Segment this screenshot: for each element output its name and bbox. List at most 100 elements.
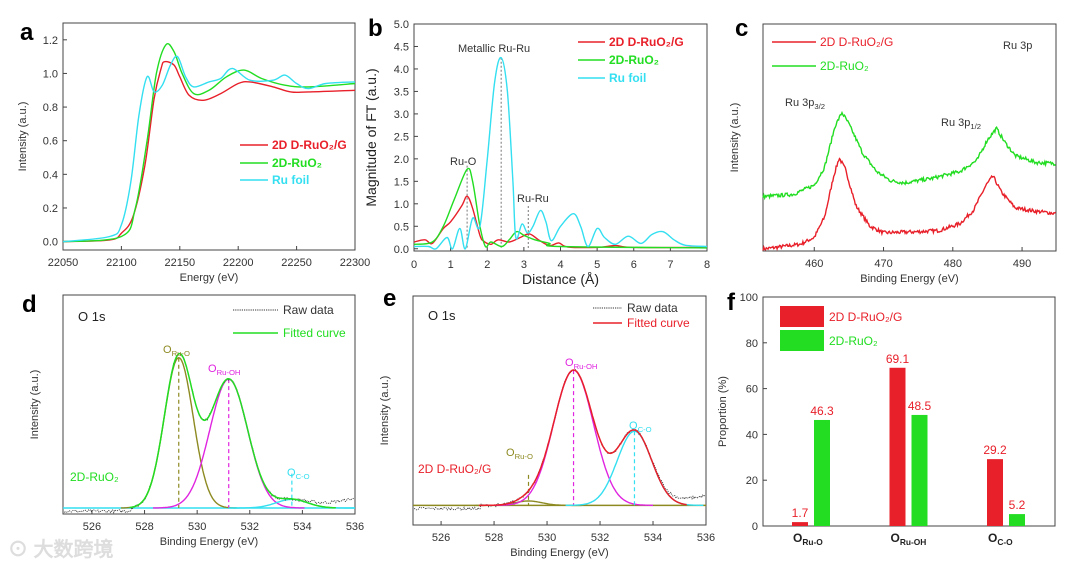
y-axis-label: Magnitude of FT (a.u.)	[363, 68, 379, 206]
fitted-curve-line	[129, 352, 336, 509]
legend-label: Raw data	[283, 303, 334, 317]
y-tick-label: 2.0	[394, 154, 409, 166]
x-tick-label: 530	[538, 532, 556, 544]
x-tick-label: 526	[432, 532, 450, 544]
legend-label: Fitted curve	[283, 326, 346, 340]
x-tick-label: 536	[697, 532, 715, 544]
panel-c: c 460 470 480 490 Binding Energy (eV) Intensit…	[729, 15, 1057, 285]
sample-label: 2D-RuO₂	[70, 470, 119, 484]
panel-letter: e	[383, 285, 396, 312]
y-tick-label: 0.8	[43, 102, 58, 114]
bar-value-label: 29.2	[983, 443, 1007, 457]
y-tick-label: 1.5	[394, 176, 409, 188]
x-tick-label: 528	[135, 521, 153, 533]
legend-label: 2D-RuO₂	[272, 156, 322, 170]
panel-d: d 526 528 530 532 534 536 Binding Energy (eV) In…	[22, 291, 364, 548]
bar-value-label: 46.3	[810, 404, 834, 418]
legend-label: 2D D-RuO₂/G	[829, 310, 902, 324]
bar-value-label: 48.5	[908, 399, 932, 413]
peak-annotation: Ru-O	[450, 156, 477, 168]
y-tick-label: 3.5	[394, 86, 409, 98]
bar-value-label: 1.7	[792, 506, 809, 520]
x-tick-label: 8	[704, 259, 710, 271]
panel-title: O 1s	[428, 308, 456, 323]
peak-annotation: Ru 3p3/2	[785, 97, 825, 111]
x-tick-label: 526	[83, 521, 101, 533]
bar	[814, 419, 830, 526]
panel-f: f 0 20 40 60 80 100 Proportion (%) 1.7 46.3 ORu-O 6…	[717, 289, 1056, 547]
series-line-2d-d-ruo-g	[413, 195, 708, 249]
x-tick-label: 532	[591, 532, 609, 544]
peak-annotation: Metallic Ru-Ru	[458, 43, 530, 55]
y-axis-label: Intensity (a.u.)	[379, 376, 391, 446]
sample-label: 2D D-RuO₂/G	[418, 462, 491, 476]
x-tick-label: 536	[346, 521, 364, 533]
y-axis-label: Intensity (a.u.)	[729, 103, 741, 173]
x-tick-label: 490	[1013, 258, 1031, 270]
component-label: OC-O	[629, 420, 652, 434]
x-tick-label: 7	[667, 259, 673, 271]
y-tick-label: 0.0	[43, 237, 58, 249]
legend-label: Ru foil	[272, 173, 309, 187]
y-tick-label: 20	[746, 475, 758, 487]
peak-annotation: Ru 3p1/2	[941, 117, 981, 131]
y-axis-label: Intensity (a.u.)	[29, 370, 41, 440]
plot-frame	[762, 23, 1057, 252]
x-tick-label: 22200	[223, 257, 254, 269]
y-tick-label: 4.5	[394, 41, 409, 53]
panel-a: a 22050 22100 22150 22200 22250 22300 0.0 0.2 0.4…	[17, 19, 370, 284]
legend-label: 2D D-RuO₂/G	[272, 138, 347, 152]
x-tick-label: 528	[485, 532, 503, 544]
series-line-ru-foil	[62, 55, 356, 243]
y-tick-label: 0.5	[394, 221, 409, 233]
bar-value-label: 69.1	[886, 352, 910, 366]
legend-label: 2D-RuO₂	[609, 53, 659, 67]
y-tick-label: 1.0	[394, 199, 409, 211]
panel-letter: c	[735, 15, 748, 42]
legend-label: Raw data	[627, 301, 678, 315]
bar	[987, 459, 1003, 526]
y-tick-label: 5.0	[394, 19, 409, 31]
x-tick-label: 532	[241, 521, 259, 533]
panel-e: e 526 528 530 532 534 536 Binding Energy (eV) In…	[379, 285, 715, 559]
plot-frame	[762, 296, 1056, 527]
y-tick-label: 100	[740, 292, 758, 304]
series-line-2d-d-ruo-g	[762, 157, 1057, 251]
y-axis-label: Proportion (%)	[717, 376, 729, 447]
x-tick-label: 6	[631, 259, 637, 271]
y-tick-label: 2.5	[394, 131, 409, 143]
legend-label: 2D-RuO₂	[829, 334, 878, 348]
x-axis-label: Binding Energy (eV)	[510, 547, 608, 559]
x-tick-label: 2	[484, 259, 490, 271]
y-tick-label: 0.6	[43, 136, 58, 148]
x-tick-label: 460	[805, 258, 823, 270]
legend-label: 2D-RuO₂	[820, 59, 869, 73]
panel-letter: a	[20, 19, 34, 46]
peak-annotation: Ru-Ru	[517, 193, 549, 205]
component-label: ORu-OH	[208, 363, 240, 377]
bar	[792, 522, 808, 526]
x-tick-label: 480	[944, 258, 962, 270]
x-axis-label: Energy (eV)	[180, 272, 239, 284]
y-tick-label: 3.0	[394, 109, 409, 121]
component-label: ORu-OH	[565, 357, 597, 371]
x-tick-label: 1	[448, 259, 454, 271]
plot-frame	[62, 22, 356, 251]
y-tick-label: 0.0	[394, 244, 409, 256]
x-tick-label: 534	[293, 521, 311, 533]
component-label: OC-O	[287, 467, 310, 481]
x-tick-label: 4	[557, 259, 563, 271]
x-tick-label: 530	[188, 521, 206, 533]
x-tick-label: 3	[521, 259, 527, 271]
series-line-ru-foil	[413, 56, 708, 250]
legend-label: 2D D-RuO₂/G	[820, 35, 893, 49]
legend-swatch	[780, 330, 824, 351]
bar-value-label: 5.2	[1009, 498, 1026, 512]
bar	[889, 367, 906, 526]
bar	[911, 414, 928, 526]
x-tick-label: 22050	[48, 257, 79, 269]
x-tick-label: 22250	[281, 257, 312, 269]
legend-label: 2D D-RuO₂/G	[609, 35, 684, 49]
x-tick-label: 22300	[340, 257, 371, 269]
